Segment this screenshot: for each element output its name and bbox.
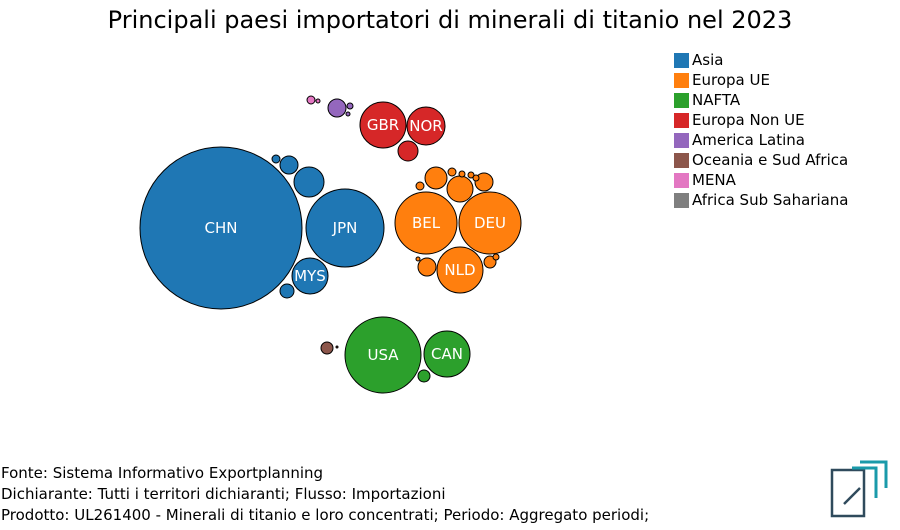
bubble-label: CAN — [431, 345, 463, 363]
bubble-label: BEL — [412, 214, 441, 232]
bubble — [446, 175, 474, 203]
legend: Asia Europa UE NAFTA Europa Non UE America L… — [674, 50, 849, 210]
bubble — [293, 166, 325, 198]
legend-swatch — [674, 92, 689, 108]
bubble-mys — [291, 257, 329, 295]
bubble-gbr — [359, 101, 407, 149]
bubble-jpn — [305, 188, 385, 268]
legend-item: Europa Non UE — [674, 110, 849, 130]
chart-title: Principali paesi importatori di minerali… — [107, 6, 793, 34]
legend-item: Africa Sub Sahariana — [674, 190, 849, 210]
bubble — [447, 167, 457, 177]
legend-label: Oceania e Sud Africa — [692, 151, 849, 169]
legend-label: Asia — [692, 51, 724, 69]
bubble — [306, 95, 316, 105]
bubble-nld — [436, 246, 484, 294]
bubble — [417, 257, 437, 277]
bubble-label: USA — [367, 346, 399, 364]
footer-source: Fonte: Sistema Informativo Exportplannin… — [1, 464, 324, 482]
legend-label: MENA — [692, 171, 736, 189]
bubble-chart: CHN JPN MYS BEL DEU NLD USA CAN GBR NOR — [139, 95, 522, 394]
legend-swatch — [674, 172, 689, 188]
bubble — [415, 256, 421, 262]
legend-item: Asia — [674, 50, 849, 70]
bubble — [472, 174, 480, 182]
bubble-label: JPN — [332, 219, 358, 237]
bubble-label: DEU — [474, 214, 506, 232]
legend-item: MENA — [674, 170, 849, 190]
bubble-label: NOR — [409, 117, 442, 135]
bubble — [415, 181, 425, 191]
bubble — [492, 253, 500, 261]
bubble-nor — [406, 106, 446, 146]
legend-swatch — [674, 132, 689, 148]
legend-label: Europa UE — [692, 71, 770, 89]
bubble-can — [423, 330, 471, 378]
bubble — [345, 111, 351, 117]
legend-swatch — [674, 152, 689, 168]
footer-declarant: Dichiarante: Tutti i territori dichiaran… — [1, 485, 446, 503]
bubble — [279, 283, 295, 299]
bubble — [397, 140, 419, 162]
legend-swatch — [674, 52, 689, 68]
legend-item: Europa UE — [674, 70, 849, 90]
bubble — [458, 170, 466, 178]
bubble-usa — [344, 316, 422, 394]
bubble — [271, 154, 281, 164]
bubble — [315, 98, 321, 104]
legend-swatch — [674, 72, 689, 88]
bubble — [467, 171, 475, 179]
bubble-label: CHN — [205, 219, 238, 237]
bubble-deu — [458, 191, 522, 255]
footer-product: Prodotto: UL261400 - Minerali di titanio… — [1, 506, 650, 524]
legend-item: America Latina — [674, 130, 849, 150]
legend-label: NAFTA — [692, 91, 741, 109]
bubble — [417, 369, 431, 383]
bubble-chn — [139, 146, 303, 310]
bubble — [279, 155, 299, 175]
footer: Fonte: Sistema Informativo Exportplannin… — [1, 463, 649, 526]
bubble-label: NLD — [444, 261, 475, 279]
exportplanning-logo — [830, 460, 888, 518]
legend-item: NAFTA — [674, 90, 849, 110]
bubble — [424, 166, 448, 190]
bubble-label: GBR — [367, 116, 399, 134]
bubble-bel — [394, 191, 458, 255]
legend-label: America Latina — [692, 131, 805, 149]
legend-label: Europa Non UE — [692, 111, 805, 129]
bubble — [474, 172, 494, 192]
bubble — [327, 98, 347, 118]
bubble — [346, 102, 354, 110]
bubble — [483, 255, 497, 269]
legend-swatch — [674, 192, 689, 208]
legend-label: Africa Sub Sahariana — [692, 191, 849, 209]
bubble — [335, 345, 339, 349]
legend-item: Oceania e Sud Africa — [674, 150, 849, 170]
bubble — [320, 341, 334, 355]
bubble-label: MYS — [294, 267, 326, 285]
legend-swatch — [674, 112, 689, 128]
